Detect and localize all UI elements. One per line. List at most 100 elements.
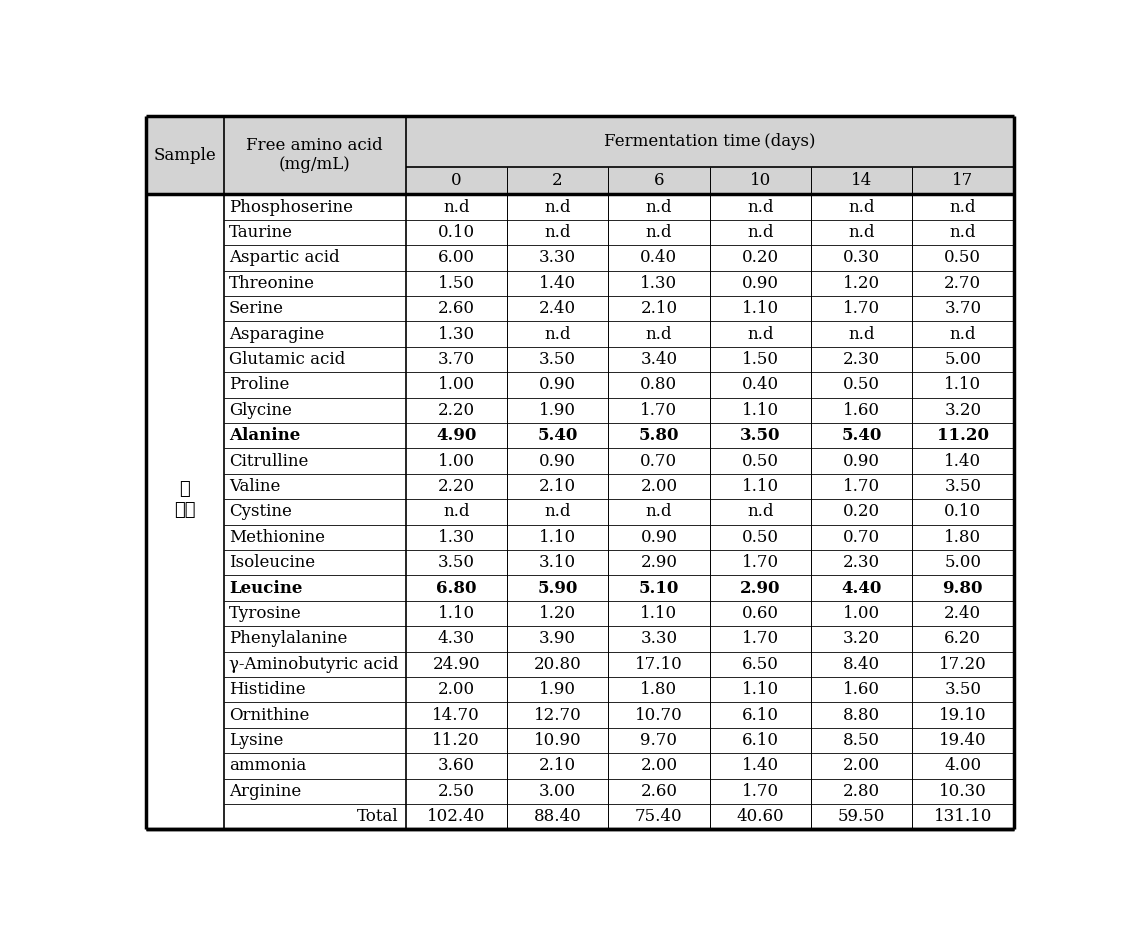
Text: 3.50: 3.50 [438,554,475,571]
Text: 3.20: 3.20 [843,631,880,648]
Text: 0.40: 0.40 [742,376,779,393]
Text: 3.60: 3.60 [438,757,475,774]
Text: Proline: Proline [228,376,290,393]
Text: 1.10: 1.10 [944,376,982,393]
Text: 0.60: 0.60 [742,605,779,622]
Text: 0.40: 0.40 [640,249,677,267]
Text: n.d: n.d [544,326,571,343]
Text: Asparagine: Asparagine [228,326,325,343]
Text: 5.40: 5.40 [841,427,882,445]
Text: Isoleucine: Isoleucine [228,554,316,571]
Text: 5.00: 5.00 [944,554,982,571]
Text: 9.80: 9.80 [942,579,983,596]
Text: Phenylalanine: Phenylalanine [228,631,347,648]
Text: 0.50: 0.50 [742,529,779,546]
Text: 1.60: 1.60 [843,402,880,418]
Text: n.d: n.d [646,198,672,215]
Text: n.d: n.d [746,224,774,241]
Text: Ornithine: Ornithine [228,707,310,724]
Text: 1.10: 1.10 [640,605,677,622]
Text: Valine: Valine [228,478,280,495]
Text: 1.00: 1.00 [438,453,475,470]
Text: 0: 0 [451,172,461,189]
Text: 2.30: 2.30 [843,554,880,571]
Text: 1.30: 1.30 [640,275,677,292]
Text: 1.70: 1.70 [742,782,779,800]
Text: 3.20: 3.20 [944,402,982,418]
Text: 0.90: 0.90 [539,453,576,470]
Text: 1.70: 1.70 [742,554,779,571]
Text: 1.50: 1.50 [438,275,475,292]
Text: 24.90: 24.90 [432,656,480,673]
Text: 10.90: 10.90 [534,732,581,749]
Text: 2.00: 2.00 [843,757,880,774]
Text: n.d: n.d [646,224,672,241]
Text: 1.10: 1.10 [539,529,576,546]
Text: Threonine: Threonine [228,275,314,292]
Text: n.d: n.d [544,224,571,241]
Text: Leucine: Leucine [228,579,302,596]
Text: 0.30: 0.30 [843,249,880,267]
Text: 9.70: 9.70 [640,732,677,749]
Text: 40.60: 40.60 [736,808,784,826]
Text: 2.90: 2.90 [740,579,780,596]
Text: Arginine: Arginine [228,782,301,800]
Text: Alanine: Alanine [228,427,300,445]
Text: 14: 14 [851,172,872,189]
Text: n.d: n.d [848,224,874,241]
Text: 6.20: 6.20 [944,631,982,648]
Text: 1.60: 1.60 [843,681,880,698]
Text: 1.70: 1.70 [843,300,880,317]
Text: 3.50: 3.50 [740,427,780,445]
Text: 6.80: 6.80 [435,579,476,596]
Text: Phosphoserine: Phosphoserine [228,198,353,215]
Text: 3.70: 3.70 [438,351,475,368]
Text: n.d: n.d [646,504,672,520]
Text: 75.40: 75.40 [636,808,683,826]
Text: 5.00: 5.00 [944,351,982,368]
Text: 17.20: 17.20 [939,656,986,673]
Text: 6.10: 6.10 [742,707,779,724]
Text: Taurine: Taurine [228,224,293,241]
Text: 2.80: 2.80 [843,782,880,800]
Text: 1.30: 1.30 [438,529,475,546]
Text: 11.20: 11.20 [432,732,480,749]
Text: γ-Aminobutyric acid: γ-Aminobutyric acid [228,656,398,673]
Text: n.d: n.d [746,326,774,343]
Text: 1.20: 1.20 [843,275,880,292]
Text: 0.70: 0.70 [843,529,880,546]
Text: 2.00: 2.00 [640,757,677,774]
Text: 3.90: 3.90 [539,631,576,648]
Text: Citrulline: Citrulline [228,453,309,470]
Text: 10.70: 10.70 [634,707,683,724]
Text: 4.30: 4.30 [438,631,475,648]
Text: 0.50: 0.50 [742,453,779,470]
Text: Sample: Sample [154,147,216,164]
Text: 1.70: 1.70 [742,631,779,648]
Text: 5.40: 5.40 [537,427,578,445]
Text: 1.00: 1.00 [438,376,475,393]
Text: Lysine: Lysine [228,732,284,749]
Text: 5.10: 5.10 [639,579,679,596]
Text: 2.40: 2.40 [539,300,576,317]
Text: n.d: n.d [848,326,874,343]
Text: 0.70: 0.70 [640,453,677,470]
Text: 쌌
식초: 쌌 식초 [174,480,196,519]
Text: 17: 17 [952,172,974,189]
Text: 1.40: 1.40 [539,275,576,292]
Text: 0.90: 0.90 [539,376,576,393]
Text: 2.00: 2.00 [640,478,677,495]
Text: 131.10: 131.10 [934,808,992,826]
Text: 1.40: 1.40 [742,757,779,774]
Text: 14.70: 14.70 [432,707,480,724]
Text: 12.70: 12.70 [534,707,581,724]
Text: 3.40: 3.40 [640,351,677,368]
Text: 6: 6 [654,172,664,189]
Text: n.d: n.d [544,198,571,215]
Text: n.d: n.d [950,198,976,215]
Text: 17.10: 17.10 [634,656,683,673]
Text: 0.50: 0.50 [843,376,880,393]
Text: 3.00: 3.00 [539,782,576,800]
Text: Glycine: Glycine [228,402,292,418]
Text: 10.30: 10.30 [939,782,986,800]
